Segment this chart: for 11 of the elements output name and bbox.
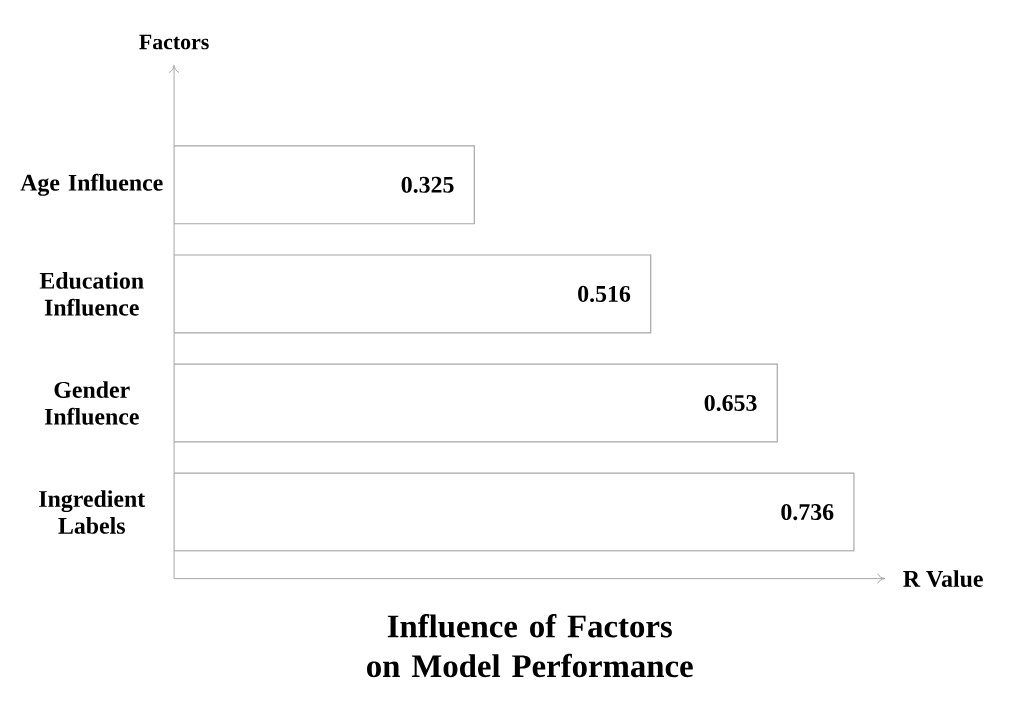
y-tick-label: Education Influence xyxy=(39,271,144,316)
data-label: 0.736 xyxy=(781,503,834,521)
y-tick-label: Age Influence xyxy=(20,173,163,196)
data-label: 0.325 xyxy=(401,176,454,193)
y-tick-label: Ingredient Labels xyxy=(39,490,146,534)
y-axis-title: Factors xyxy=(139,34,209,50)
x-axis-title: R Value xyxy=(903,570,983,587)
data-label: 0.516 xyxy=(578,285,631,302)
y-tick-label: Gender Influence xyxy=(44,381,139,425)
text: Influence of Factors on Model Performance xyxy=(367,613,693,678)
data-label: 0.653 xyxy=(704,394,757,411)
